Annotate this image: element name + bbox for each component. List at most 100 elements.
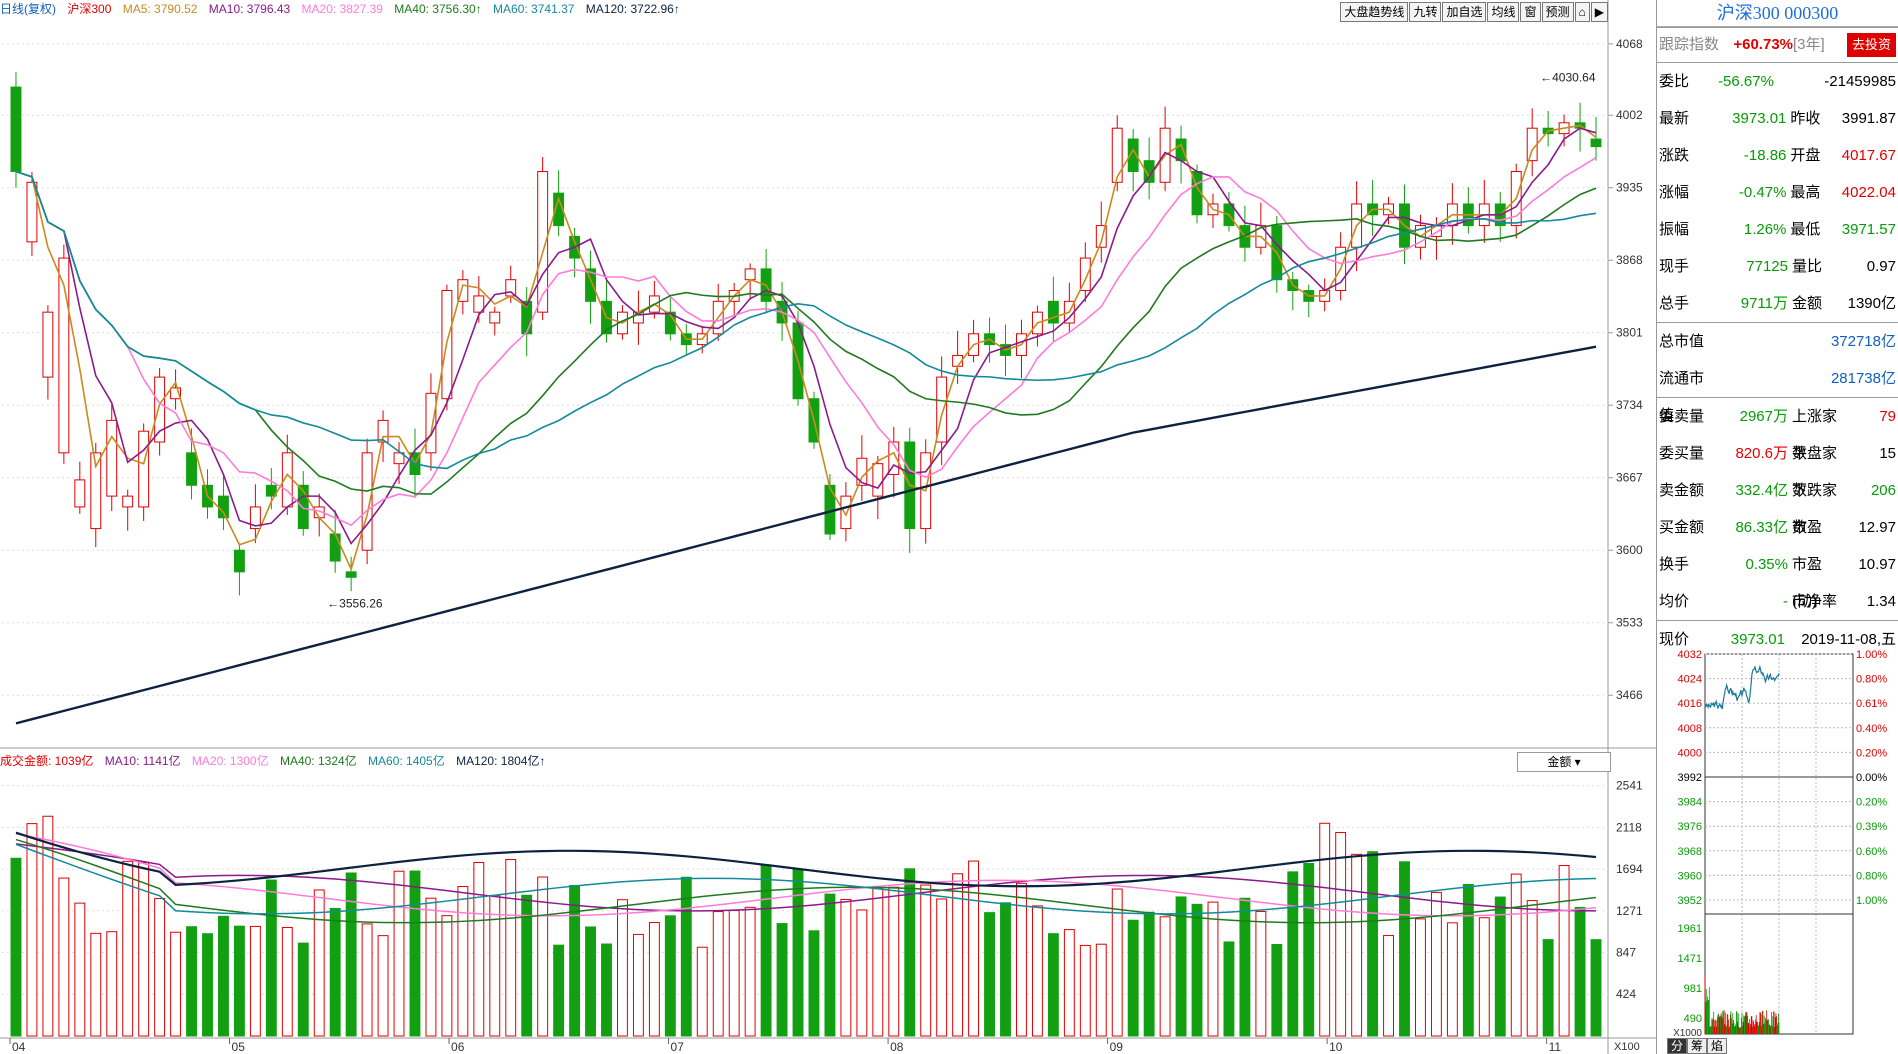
intraday-mini-chart[interactable]: 4032 1.00% 4024 0.80% 4016 0.61% 4008 0.40% 4000…: [1657, 638, 1898, 1038]
volume-tick-label: 424: [1616, 987, 1636, 1001]
index-name-label: 沪深300: [67, 2, 112, 16]
add-watchlist-button[interactable]: 加自选: [1442, 2, 1487, 22]
order-row: 委卖量 2967万 上涨家数 79: [1657, 398, 1898, 462]
ma-lines-button[interactable]: 均线: [1487, 2, 1520, 22]
window-button[interactable]: 窗: [1520, 2, 1541, 22]
mini-price-label: 4024: [1678, 674, 1702, 686]
order-v2: 1.34: [1866, 593, 1896, 610]
order-v: 86.33亿: [1735, 519, 1788, 536]
order-k2: 市净率: [1792, 593, 1838, 610]
invest-button[interactable]: 去投资: [1846, 33, 1896, 57]
vol-ma120-line: [15, 831, 1597, 888]
volume-bar: [1351, 853, 1363, 1037]
order-v2: 10.97: [1858, 556, 1896, 573]
volume-bar: [936, 898, 948, 1037]
volume-bar: [888, 886, 900, 1037]
order-k: 卖金额: [1659, 482, 1705, 499]
quote-k2: 昨收: [1790, 110, 1821, 127]
mini-pct-label: 0.80%: [1856, 870, 1887, 882]
volume-bar: [1510, 873, 1522, 1037]
vol-ma40-line: [15, 838, 1597, 924]
kline-chart[interactable]: 4068 4002 3935 3868 3801 3734 3667 3600 3533 3466…: [0, 0, 1656, 1054]
volume-bar: [505, 859, 517, 1037]
track-value: +60.73%: [1733, 36, 1793, 53]
candle-body: [1111, 127, 1123, 183]
volume-bar: [856, 909, 868, 1037]
volume-bar: [1526, 900, 1538, 1037]
volume-bar: [1494, 896, 1506, 1037]
order-k: 均价: [1659, 593, 1690, 610]
volume-tick-label: 847: [1616, 946, 1636, 960]
tab-minute[interactable]: 分: [1667, 1038, 1688, 1054]
chart-period-label: 日线(复权): [0, 2, 56, 16]
trend-line-button[interactable]: 大盘趋势线: [1340, 2, 1409, 22]
kline-chart-area[interactable]: 4068 4002 3935 3868 3801 3734 3667 3600 3533 3466…: [0, 0, 1657, 1054]
candle-body: [1175, 138, 1187, 162]
mini-pct-label: 1.00%: [1856, 649, 1887, 661]
order-row: 卖金额 332.4亿 下跌家数 206: [1657, 472, 1898, 536]
order-v2: 79: [1879, 408, 1896, 425]
quote-k2: [1774, 63, 1824, 100]
month-label: 06: [451, 1040, 465, 1054]
volume-bar: [648, 922, 660, 1037]
ma40-line: [15, 170, 1597, 495]
play-icon[interactable]: ▶: [1590, 2, 1608, 22]
volume-bar: [1319, 822, 1331, 1037]
volume-type-value: 金额: [1547, 755, 1572, 769]
mini-pct-label: 0.20%: [1856, 797, 1887, 809]
volume-type-select[interactable]: 金额 ▾: [1517, 752, 1611, 772]
quote-k: 最新: [1659, 110, 1690, 127]
volume-bar: [904, 868, 916, 1037]
candle-body: [521, 300, 533, 335]
order-v: -: [1783, 593, 1788, 610]
volume-bar: [680, 876, 692, 1037]
volume-bar: [952, 873, 964, 1037]
month-label: 09: [1110, 1040, 1124, 1054]
candle-body: [856, 457, 868, 486]
current-price-row: 现价 3973.01 2019-11-08,五: [1657, 620, 1898, 658]
candle-body: [329, 533, 341, 562]
track-label: 跟踪指数: [1659, 36, 1720, 53]
quote-v: -18.86: [1743, 147, 1787, 164]
quote-v2: 4017.67: [1841, 147, 1896, 164]
volume-bar: [1335, 832, 1347, 1037]
mv-k: 总市值: [1659, 333, 1705, 350]
candle-body: [10, 86, 22, 172]
volume-bar: [537, 876, 549, 1037]
order-k: 委买量: [1659, 445, 1705, 462]
volume-bar: [42, 815, 54, 1037]
volume-tick-label: 1271: [1616, 904, 1643, 918]
volume-bar: [1383, 934, 1394, 1037]
month-label: 07: [671, 1040, 685, 1054]
security-title: 沪深300 000300: [1657, 0, 1898, 27]
volume-bar: [920, 884, 932, 1037]
mini-tabs: 分 筹 焰: [1667, 1038, 1728, 1054]
mini-vol-label: 1471: [1678, 953, 1702, 965]
volume-bar: [202, 933, 213, 1037]
home-icon[interactable]: ⌂: [1574, 2, 1590, 22]
candle-body: [26, 181, 38, 243]
volume-bar: [1287, 871, 1299, 1037]
ma120-line: [15, 345, 1597, 725]
nine-turn-button[interactable]: 九转: [1409, 2, 1442, 22]
mini-price-label: 3992: [1678, 772, 1702, 784]
mini-price-label: 3984: [1678, 797, 1702, 809]
chart-toolbar: 大盘趋势线 九转 加自选 均线 窗 预测 ⌂ ▶: [1339, 2, 1608, 22]
volume-bar: [1478, 917, 1490, 1037]
order-k2: 市盈(动): [1792, 556, 1823, 610]
volume-unit-label: X100: [1614, 1041, 1640, 1053]
volume-bar: [824, 893, 836, 1037]
ma60-label: MA60: 3741.37: [493, 2, 575, 16]
tab-flame[interactable]: 焰: [1707, 1038, 1728, 1054]
candle-body: [1079, 257, 1091, 292]
mini-pct-label: 0.61%: [1856, 698, 1887, 710]
tab-chips[interactable]: 筹: [1687, 1038, 1708, 1054]
now-date: 2019-11-08,五: [1801, 631, 1896, 648]
volume-bar: [808, 930, 820, 1037]
candle-body: [1590, 138, 1602, 148]
volume-bar: [1000, 902, 1011, 1037]
candle-body: [42, 311, 54, 378]
vol-ma10-label: MA10: 1141亿: [104, 754, 181, 768]
mini-price-label: 3960: [1678, 870, 1702, 882]
forecast-button[interactable]: 预测: [1541, 2, 1574, 22]
